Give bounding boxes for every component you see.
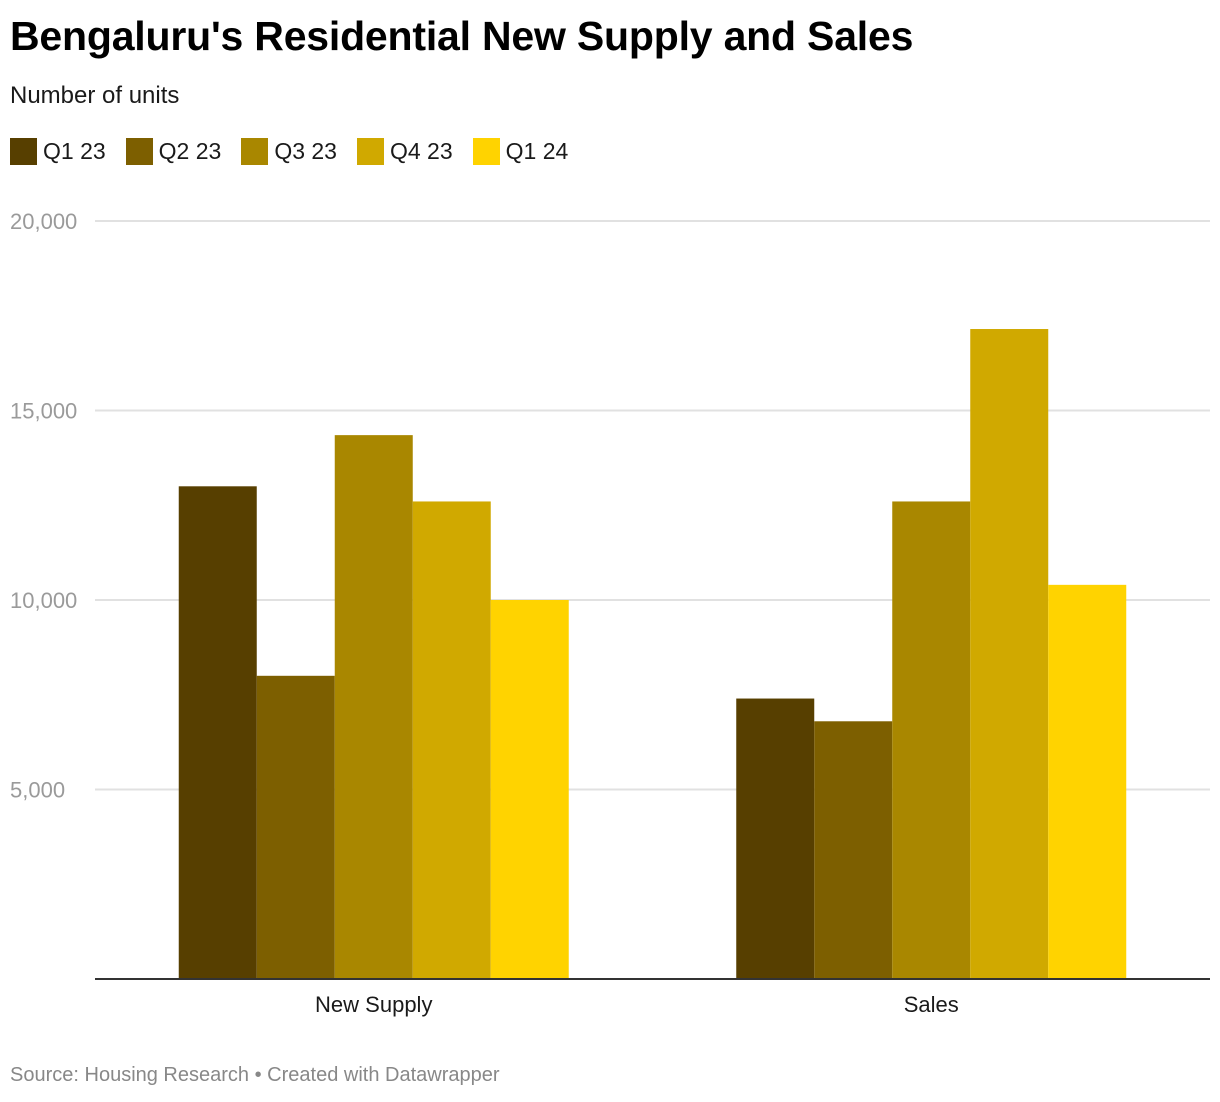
legend-label: Q2 23 [158, 137, 222, 164]
legend-swatch [472, 137, 500, 165]
legend-item: Q4 23 [356, 137, 453, 165]
bar [178, 486, 257, 979]
x-category-label: Sales [904, 992, 959, 1017]
chart-title: Bengaluru's Residential New Supply and S… [10, 13, 914, 59]
bar [736, 698, 815, 979]
legend-swatch [125, 137, 153, 165]
x-category-label: New Supply [315, 992, 432, 1017]
bar [1048, 584, 1127, 979]
legend-label: Q1 23 [43, 137, 106, 164]
y-tick-label: 15,000 [10, 399, 77, 424]
legend-item: Q1 24 [472, 137, 569, 165]
legend-swatch [241, 137, 269, 165]
y-tick-label: 20,000 [10, 209, 77, 234]
legend-swatch [356, 137, 384, 165]
source-label: Source: [10, 1064, 79, 1086]
credit-text: Created with Datawrapper [267, 1064, 500, 1086]
chart-subtitle: Number of units [10, 82, 180, 109]
y-tick-label: 10,000 [10, 588, 77, 613]
bar [334, 435, 413, 979]
y-tick-label: 5,000 [10, 778, 65, 803]
source-note: Source: Housing Research • Created with … [10, 1064, 500, 1087]
bar-chart: 5,000 10,000 15,000 20,000 New Supply Sales [10, 209, 1210, 1017]
legend-swatch [10, 137, 37, 165]
legend: Q1 23 Q2 23 Q3 23 Q4 23 Q1 24 [10, 136, 588, 166]
bar [256, 675, 335, 979]
bar [412, 501, 491, 979]
legend-item: Q3 23 [241, 137, 337, 165]
legend-item: Q1 23 [10, 137, 106, 165]
bar [970, 329, 1049, 979]
legend-label: Q3 23 [274, 137, 337, 164]
legend-label: Q1 24 [505, 137, 569, 164]
source-name: Housing Research [84, 1064, 250, 1086]
source-separator: • [254, 1064, 262, 1086]
legend-label: Q4 23 [389, 137, 453, 164]
legend-item: Q2 23 [125, 137, 222, 165]
bar [814, 721, 893, 979]
bar [490, 600, 569, 979]
bar [892, 501, 971, 979]
